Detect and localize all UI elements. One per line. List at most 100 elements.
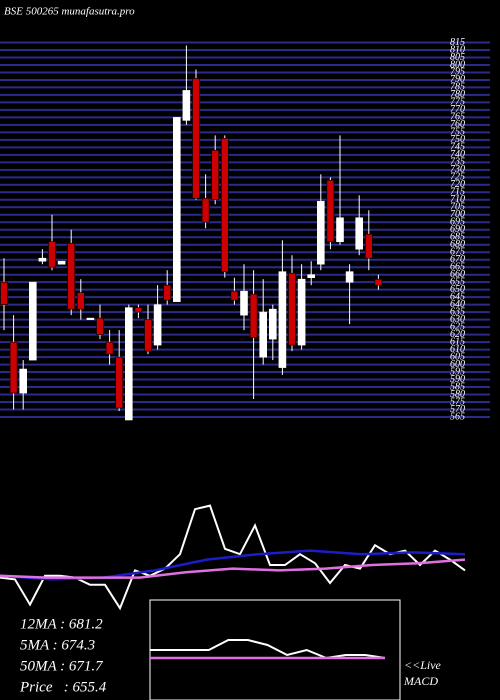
candle-body (67, 242, 75, 310)
candle-body (48, 241, 56, 268)
candle-body (57, 260, 66, 265)
y-tick-label: 770 (450, 104, 465, 115)
y-tick-label: 725 (450, 172, 465, 183)
candle-body (182, 90, 191, 121)
candle-body (307, 274, 316, 278)
candle-body (38, 257, 47, 262)
candle-body (28, 281, 37, 361)
candle-body (221, 138, 229, 272)
candle-body (240, 290, 248, 316)
y-tick-label: 590 (450, 374, 465, 385)
y-tick-label: 610 (450, 344, 465, 355)
candle-body (173, 117, 181, 302)
y-tick-label: 645 (450, 291, 465, 302)
candle-body (288, 272, 296, 346)
candle-body (77, 292, 85, 310)
y-tick-label: 580 (450, 389, 465, 400)
chart-title: BSE 500265 munafasutra.pro (4, 6, 135, 18)
candle-body (259, 311, 268, 358)
y-tick-label: 565 (450, 411, 465, 422)
candle-body (326, 180, 335, 243)
y-tick-label: 755 (450, 127, 465, 138)
candle-body (9, 341, 18, 394)
y-tick-label: 570 (450, 404, 465, 415)
y-tick-label: 805 (450, 52, 465, 63)
candle-body (278, 271, 287, 368)
macd-label: <<Live (404, 658, 442, 672)
y-tick-label: 710 (450, 194, 465, 205)
y-tick-label: 675 (450, 247, 465, 258)
y-tick-label: 800 (450, 59, 465, 70)
y-tick-label: 660 (450, 269, 465, 280)
candle-body (125, 307, 133, 421)
y-tick-label: 790 (450, 74, 465, 85)
ma-label: 5MA : 674.3 (20, 637, 95, 653)
candle-body (336, 217, 344, 243)
y-tick-label: 595 (450, 366, 465, 377)
candle-body (144, 319, 152, 352)
candle-body (192, 78, 200, 199)
y-tick-label: 815 (450, 37, 465, 48)
y-tick-label: 705 (450, 202, 465, 213)
y-tick-label: 765 (450, 112, 465, 123)
y-tick-label: 695 (450, 217, 465, 228)
y-tick-label: 670 (450, 254, 465, 265)
candle-body (115, 356, 123, 409)
candle-body (201, 197, 210, 223)
candle-body (134, 307, 143, 313)
y-tick-label: 745 (450, 142, 465, 153)
y-tick-label: 585 (450, 381, 465, 392)
y-tick-label: 700 (450, 209, 465, 220)
y-tick-label: 650 (450, 284, 465, 295)
macd-label: MACD (403, 674, 438, 688)
y-tick-label: 615 (450, 336, 465, 347)
y-tick-label: 810 (450, 44, 465, 55)
y-tick-label: 775 (450, 97, 465, 108)
candle-body (249, 293, 258, 338)
candle-body (211, 150, 219, 201)
y-tick-label: 715 (450, 187, 465, 198)
y-tick-label: 680 (450, 239, 465, 250)
y-tick-label: 575 (450, 396, 465, 407)
y-tick-label: 690 (450, 224, 465, 235)
y-tick-label: 795 (450, 67, 465, 78)
candle-body (355, 217, 364, 250)
indicator-line (0, 558, 466, 579)
y-tick-label: 740 (450, 149, 465, 160)
y-tick-label: 730 (450, 164, 465, 175)
y-tick-label: 720 (450, 179, 465, 190)
ma-label: 50MA : 671.7 (20, 658, 104, 674)
candle-body (0, 281, 8, 305)
y-tick-label: 760 (450, 119, 465, 130)
candle-body (297, 278, 306, 346)
candle-body (345, 271, 354, 283)
y-tick-label: 785 (450, 82, 465, 93)
candle-body (268, 308, 277, 340)
y-tick-label: 635 (450, 306, 465, 317)
candle-body (86, 317, 95, 320)
y-tick-label: 605 (450, 351, 465, 362)
y-tick-label: 735 (450, 157, 465, 168)
candle-body (163, 284, 171, 301)
y-tick-label: 640 (450, 299, 465, 310)
y-tick-label: 685 (450, 232, 465, 243)
candle-body (96, 317, 104, 335)
y-tick-label: 780 (450, 89, 465, 100)
y-tick-label: 665 (450, 261, 465, 272)
y-tick-label: 625 (450, 321, 465, 332)
candle-body (153, 304, 162, 346)
candle-body (364, 233, 373, 259)
candle-body (230, 290, 239, 301)
indicator-line (150, 639, 386, 660)
ma-label: 12MA : 681.2 (20, 616, 103, 632)
candle-body (316, 200, 325, 265)
candle-body (374, 278, 383, 286)
y-tick-label: 600 (450, 359, 465, 370)
candle-body (105, 341, 114, 355)
y-tick-label: 620 (450, 329, 465, 340)
y-tick-label: 655 (450, 276, 465, 287)
ma-label: Price : 655.4 (19, 679, 107, 695)
y-tick-label: 630 (450, 314, 465, 325)
candle-body (19, 368, 28, 394)
